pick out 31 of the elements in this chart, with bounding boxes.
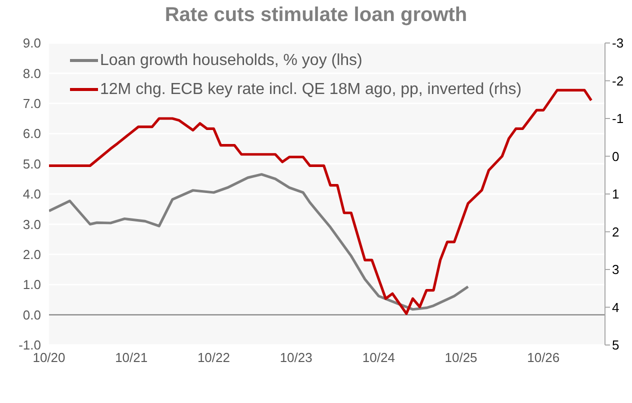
y-tick-label: 9.0 <box>22 36 41 51</box>
y2-tick-label: 4 <box>612 300 620 315</box>
y2-tick-label: 2 <box>612 224 620 240</box>
x-tick-label: 10/22 <box>197 350 230 366</box>
y-tick-label: 4.0 <box>22 186 41 202</box>
y-tick-label: 8.0 <box>22 66 41 81</box>
x-tick-label: 10/24 <box>362 350 395 366</box>
y-tick-label: 0.0 <box>22 307 41 322</box>
legend-label: Loan growth households, % yoy (lhs) <box>100 52 362 70</box>
y2-tick-label: -2 <box>612 73 624 88</box>
chart-title: Rate cuts stimulate loan growth <box>164 4 468 27</box>
y-tick-label: 6.0 <box>22 126 41 142</box>
y-tick-label: -1.0 <box>18 338 41 353</box>
x-tick-label: 10/21 <box>115 350 148 366</box>
legend-label: 12M chg. ECB key rate incl. QE 18M ago, pp, inverted (rhs) <box>100 80 522 98</box>
x-tick-label: 10/26 <box>527 350 560 366</box>
y2-tick-label: -3 <box>612 36 624 51</box>
y-tick-label: 5.0 <box>22 156 41 172</box>
y-tick-label: 3.0 <box>22 216 41 232</box>
y-tick-label: 7.0 <box>22 96 41 112</box>
y2-tick-label: -1 <box>612 111 624 126</box>
y-tick-label: 1.0 <box>22 277 41 292</box>
y-tick-label: 2.0 <box>22 247 41 262</box>
line-series <box>49 173 470 311</box>
y2-tick-label: 0 <box>612 148 620 164</box>
x-tick-label: 10/23 <box>280 350 312 366</box>
y2-tick-label: 1 <box>612 186 620 202</box>
y2-tick-label: 5 <box>612 338 620 353</box>
x-tick-label: 10/20 <box>32 350 66 366</box>
x-tick-label: 10/25 <box>444 350 478 366</box>
y2-tick-label: 3 <box>612 262 620 278</box>
